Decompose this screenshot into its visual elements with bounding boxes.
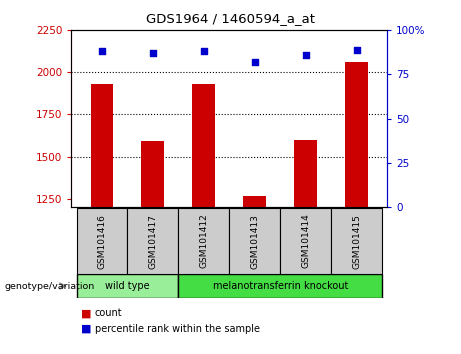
Bar [230,208,280,274]
Bar [142,141,165,207]
Bar [178,274,382,298]
Text: percentile rank within the sample: percentile rank within the sample [95,324,260,333]
Text: GSM101416: GSM101416 [98,213,106,269]
Text: GSM101417: GSM101417 [148,213,158,269]
Point [149,50,157,56]
Bar [178,208,230,274]
Text: wild type: wild type [105,281,150,291]
Text: GSM101413: GSM101413 [250,213,260,269]
Text: melanotransferrin knockout: melanotransferrin knockout [213,281,348,291]
Bar [128,208,178,274]
Bar [90,84,113,207]
Bar [77,208,128,274]
Point [353,47,361,52]
Bar [77,274,178,298]
Bar [243,196,266,207]
Text: GSM101412: GSM101412 [199,214,208,268]
Bar [331,208,382,274]
Text: genotype/variation: genotype/variation [5,281,95,291]
Text: GSM101415: GSM101415 [352,213,361,269]
Text: GSM101414: GSM101414 [301,214,310,268]
Text: ■: ■ [81,324,91,333]
Point [200,48,207,54]
Bar [192,84,215,207]
Text: ■: ■ [81,308,91,318]
Text: count: count [95,308,122,318]
Bar [280,208,331,274]
Bar [345,62,368,207]
Point [98,48,106,54]
Text: GDS1964 / 1460594_a_at: GDS1964 / 1460594_a_at [146,12,315,25]
Point [251,59,259,65]
Point [302,52,309,58]
Bar [294,140,317,207]
